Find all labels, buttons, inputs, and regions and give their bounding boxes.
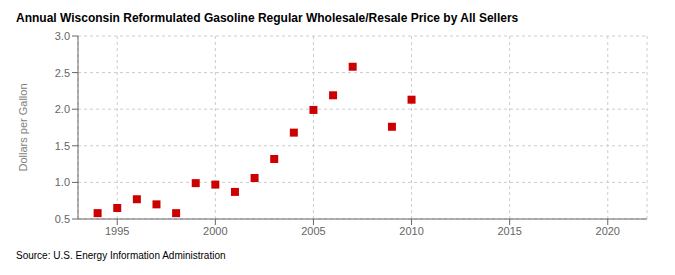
svg-text:1995: 1995 bbox=[105, 225, 129, 237]
svg-text:2020: 2020 bbox=[596, 225, 620, 237]
svg-text:2.5: 2.5 bbox=[55, 67, 70, 79]
svg-text:1.5: 1.5 bbox=[55, 140, 70, 152]
svg-text:Dollars per Gallon: Dollars per Gallon bbox=[17, 83, 29, 171]
svg-text:2015: 2015 bbox=[497, 225, 521, 237]
svg-text:2.0: 2.0 bbox=[55, 103, 70, 115]
svg-text:2010: 2010 bbox=[399, 225, 423, 237]
svg-text:1.0: 1.0 bbox=[55, 176, 70, 188]
svg-text:2000: 2000 bbox=[203, 225, 227, 237]
html-text:Annual Wisconsin Reformulated: Annual Wisconsin Reformulated Gasoline R… bbox=[16, 11, 519, 25]
svg-text:3.0: 3.0 bbox=[55, 30, 70, 42]
html-text:Source: U.S. Energy Informatio: Source: U.S. Energy Information Administ… bbox=[16, 250, 226, 261]
svg-text:0.5: 0.5 bbox=[55, 213, 70, 225]
svg-text:2005: 2005 bbox=[301, 225, 325, 237]
